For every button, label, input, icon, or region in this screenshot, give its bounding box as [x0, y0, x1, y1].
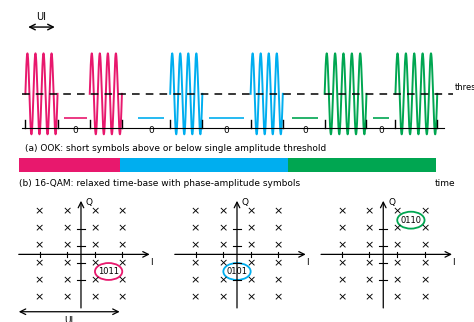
Text: ×: ×: [274, 241, 283, 251]
Text: ×: ×: [337, 258, 346, 268]
Text: ×: ×: [90, 224, 100, 234]
Text: ×: ×: [118, 275, 127, 285]
Bar: [288, 158, 436, 172]
Text: ×: ×: [191, 224, 200, 234]
Text: ×: ×: [365, 258, 374, 268]
Text: ×: ×: [246, 292, 255, 302]
Bar: [19, 158, 120, 172]
Text: 0: 0: [148, 126, 154, 135]
Text: ×: ×: [337, 275, 346, 285]
Text: threshold: threshold: [455, 83, 474, 92]
Text: ×: ×: [420, 292, 429, 302]
Text: ×: ×: [246, 241, 255, 251]
Text: ×: ×: [191, 241, 200, 251]
Text: ×: ×: [191, 275, 200, 285]
Text: ×: ×: [392, 207, 402, 217]
Text: ×: ×: [35, 241, 44, 251]
Text: ×: ×: [35, 275, 44, 285]
Text: Q: Q: [86, 198, 93, 207]
Text: UI: UI: [64, 316, 74, 322]
Text: ×: ×: [63, 207, 72, 217]
Text: ×: ×: [274, 275, 283, 285]
Text: ×: ×: [191, 207, 200, 217]
Text: ×: ×: [274, 224, 283, 234]
Text: Q: Q: [242, 198, 249, 207]
Text: ×: ×: [420, 224, 429, 234]
Text: ×: ×: [63, 292, 72, 302]
Text: ×: ×: [63, 258, 72, 268]
Text: ×: ×: [337, 292, 346, 302]
Text: ×: ×: [90, 292, 100, 302]
Text: ×: ×: [392, 275, 402, 285]
Text: ×: ×: [337, 241, 346, 251]
Text: ×: ×: [118, 207, 127, 217]
Text: ×: ×: [274, 258, 283, 268]
Text: I: I: [150, 258, 153, 267]
Text: I: I: [452, 258, 455, 267]
Text: ×: ×: [246, 207, 255, 217]
Text: ×: ×: [392, 241, 402, 251]
Text: 1011: 1011: [98, 267, 119, 276]
Text: ×: ×: [90, 207, 100, 217]
Bar: [120, 158, 288, 172]
Text: UI: UI: [36, 12, 46, 22]
Text: ×: ×: [219, 224, 228, 234]
Text: ×: ×: [420, 241, 429, 251]
Text: ×: ×: [90, 258, 100, 268]
Text: 0110: 0110: [401, 216, 421, 225]
Text: I: I: [306, 258, 309, 267]
Text: ×: ×: [274, 207, 283, 217]
Text: ×: ×: [118, 258, 127, 268]
Text: ×: ×: [365, 292, 374, 302]
Text: ×: ×: [246, 224, 255, 234]
Text: ×: ×: [246, 275, 255, 285]
Text: ×: ×: [191, 258, 200, 268]
Text: ×: ×: [90, 275, 100, 285]
Text: ×: ×: [420, 275, 429, 285]
Text: ×: ×: [118, 224, 127, 234]
Text: ×: ×: [337, 224, 346, 234]
Text: ×: ×: [63, 275, 72, 285]
Text: ×: ×: [392, 224, 402, 234]
Text: ×: ×: [392, 292, 402, 302]
Text: ×: ×: [246, 258, 255, 268]
Text: (b) 16-QAM: relaxed time-base with phase-amplitude symbols: (b) 16-QAM: relaxed time-base with phase…: [19, 179, 300, 188]
Text: ×: ×: [219, 258, 228, 268]
Text: ×: ×: [118, 292, 127, 302]
Text: ×: ×: [420, 258, 429, 268]
Text: (a) OOK: short symbols above or below single amplitude threshold: (a) OOK: short symbols above or below si…: [26, 144, 327, 153]
Text: time: time: [435, 179, 456, 188]
Text: ×: ×: [219, 292, 228, 302]
Text: ×: ×: [63, 241, 72, 251]
Text: Q: Q: [388, 198, 395, 207]
Text: ×: ×: [63, 224, 72, 234]
Text: ×: ×: [219, 275, 228, 285]
Text: ×: ×: [219, 207, 228, 217]
Text: 0101: 0101: [227, 267, 247, 276]
Text: ×: ×: [392, 258, 402, 268]
Text: ×: ×: [420, 207, 429, 217]
Text: 0: 0: [73, 126, 78, 135]
Text: ×: ×: [35, 207, 44, 217]
Text: ×: ×: [90, 241, 100, 251]
Text: 0: 0: [224, 126, 229, 135]
Text: ×: ×: [274, 292, 283, 302]
Text: ×: ×: [35, 258, 44, 268]
Text: ×: ×: [191, 292, 200, 302]
Text: 0: 0: [302, 126, 308, 135]
Text: ×: ×: [35, 292, 44, 302]
Text: ×: ×: [35, 224, 44, 234]
Text: ×: ×: [118, 241, 127, 251]
Text: ×: ×: [365, 224, 374, 234]
Text: ×: ×: [337, 207, 346, 217]
Text: ×: ×: [365, 207, 374, 217]
Text: ×: ×: [365, 241, 374, 251]
Text: ×: ×: [219, 241, 228, 251]
Text: ×: ×: [365, 275, 374, 285]
Text: 0: 0: [378, 126, 384, 135]
